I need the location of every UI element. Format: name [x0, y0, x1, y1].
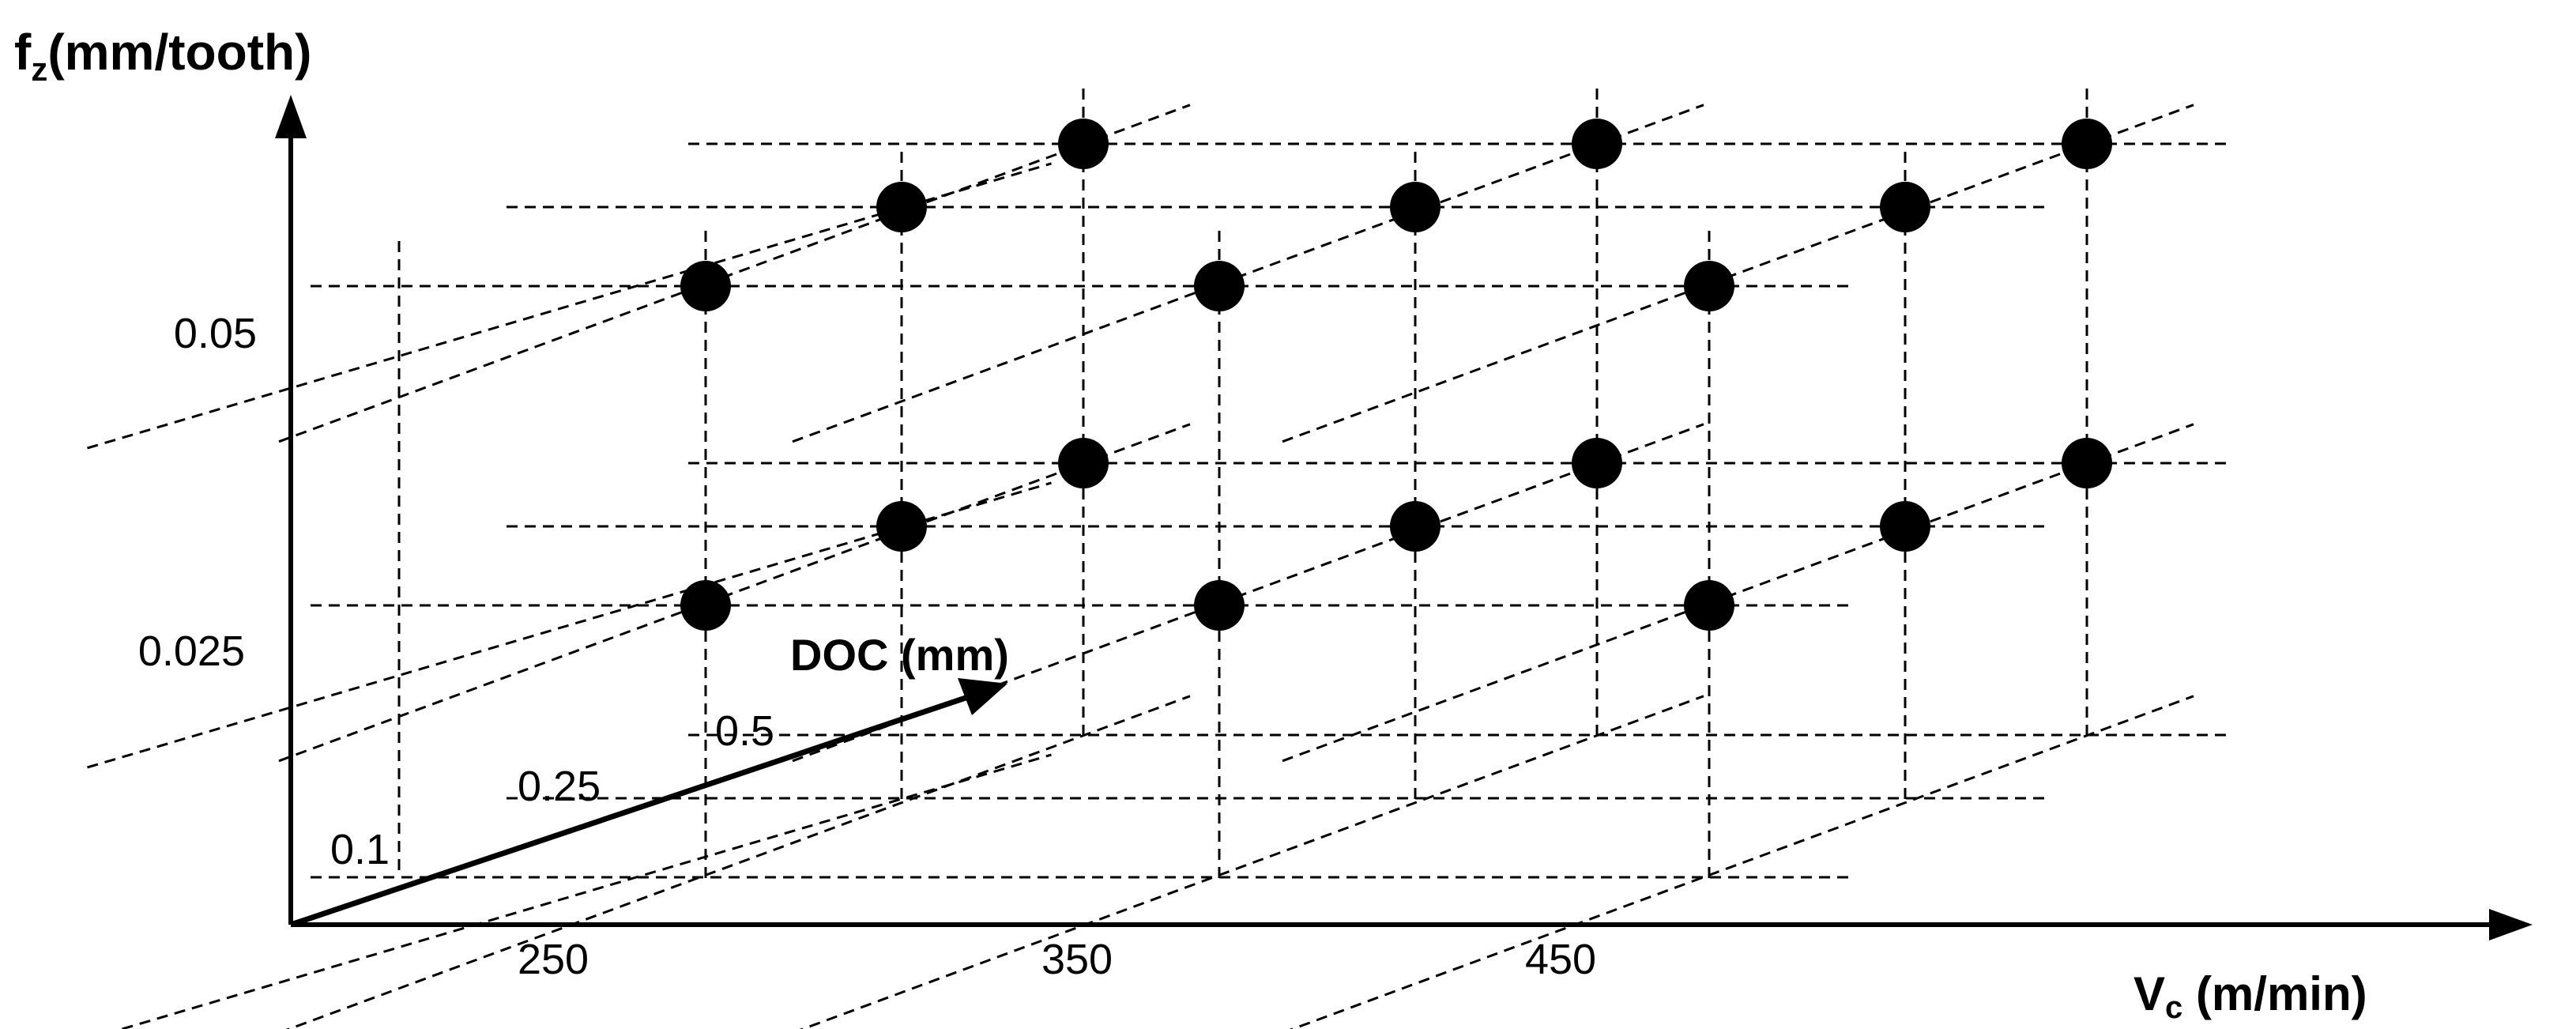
grid-line-oblique: [278, 104, 1191, 443]
doc-tick-label: 0.1: [330, 826, 390, 873]
data-point: [1572, 438, 1622, 488]
data-point: [1880, 501, 1930, 552]
x-axis-label: Vc (m/min): [2133, 967, 2367, 1025]
y-axis-label: fz(mm/tooth): [14, 24, 311, 88]
data-point: [2062, 119, 2112, 169]
x-tick-label: 450: [1525, 936, 1596, 983]
data-point: [876, 182, 927, 232]
x-axis-arrowhead: [2489, 909, 2533, 940]
data-point: [680, 580, 731, 631]
doc-axis-arrowhead: [958, 678, 1007, 715]
doc-axis-line: [289, 694, 970, 928]
data-point: [1390, 182, 1441, 232]
doc-tick-label: 0.25: [518, 763, 601, 810]
data-point: [680, 261, 731, 311]
grid-line-oblique: [118, 753, 1052, 1029]
grid-line-oblique: [285, 695, 1191, 1029]
data-point: [1684, 261, 1734, 311]
data-point: [1194, 261, 1245, 311]
x-tick-label: 250: [518, 936, 589, 983]
data-point: [1684, 580, 1734, 631]
grid-layer: [87, 89, 2229, 1029]
grid-line-oblique: [792, 104, 1704, 443]
x-tick-label: 350: [1041, 936, 1113, 983]
y-tick-label: 0.025: [138, 628, 245, 675]
data-point: [1390, 501, 1441, 552]
data-point: [876, 501, 927, 552]
data-point: [2062, 438, 2112, 488]
grid-line-oblique: [1282, 104, 2194, 443]
point-layer: [680, 119, 2112, 631]
grid-line-oblique: [799, 695, 1704, 1029]
data-point: [1572, 119, 1622, 169]
y-tick-label: 0.05: [174, 310, 257, 357]
doc-tick-label: 0.5: [715, 707, 774, 755]
grid-line-oblique: [1282, 423, 2194, 763]
y-axis-arrowhead: [275, 95, 307, 138]
grid-line-oblique: [1289, 695, 2194, 1029]
grid-line-oblique: [792, 423, 1704, 763]
doc-axis-label: DOC (mm): [790, 630, 1009, 680]
data-point: [1058, 119, 1109, 169]
data-point: [1194, 580, 1245, 631]
data-point: [1058, 438, 1109, 488]
grid-line-oblique: [278, 423, 1191, 763]
data-point: [1880, 182, 1930, 232]
